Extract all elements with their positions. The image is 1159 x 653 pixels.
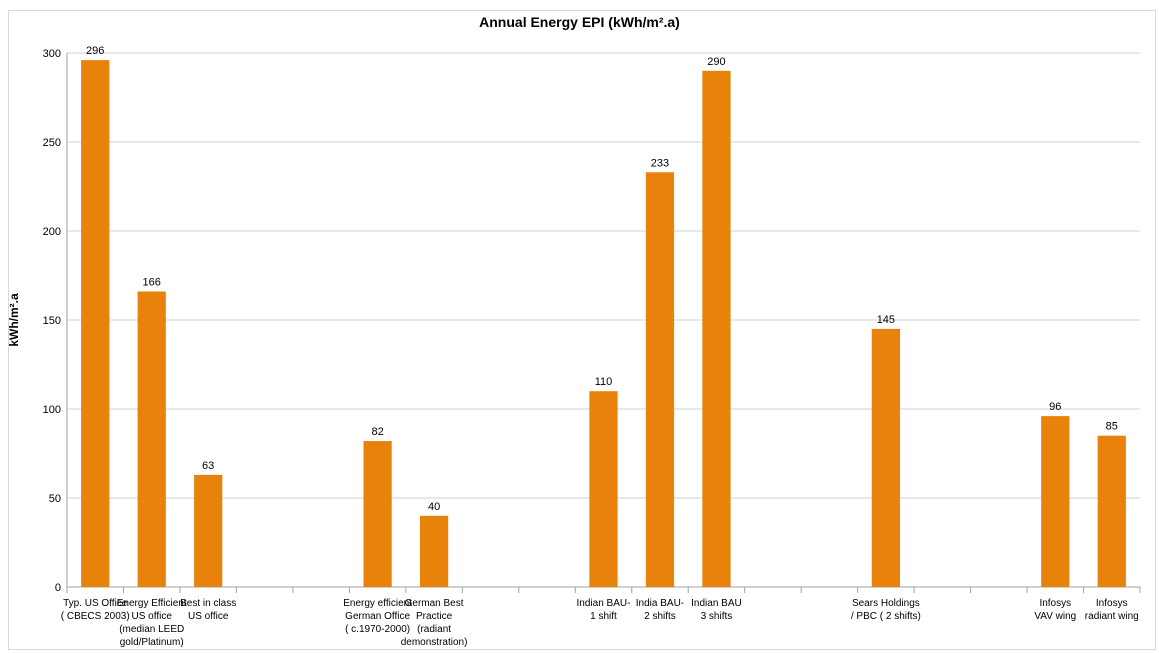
data-label: 145: [877, 314, 895, 326]
x-tick-label: 2 shifts: [644, 611, 676, 622]
x-tick-label: German Best: [405, 598, 464, 609]
y-tick-label: 300: [43, 48, 61, 60]
x-tick-label: US office: [188, 611, 229, 622]
data-label: 233: [651, 157, 669, 169]
data-label: 296: [86, 45, 104, 57]
bar: [419, 515, 449, 587]
y-tick-label: 150: [43, 315, 61, 327]
data-label: 290: [707, 56, 725, 68]
x-tick-label: Infosys: [1096, 598, 1128, 609]
y-tick-label: 0: [55, 582, 61, 594]
x-tick-label: demonstration): [401, 637, 468, 648]
bar: [137, 291, 166, 587]
y-tick-label: 50: [49, 493, 61, 505]
y-tick-label: 250: [43, 137, 61, 149]
x-tick-label: Indian BAU-: [577, 598, 631, 609]
bar: [702, 70, 731, 588]
x-tick-label: Energy efficient: [343, 598, 412, 609]
data-label: 110: [595, 376, 613, 388]
x-tick-label: Sears Holdings: [852, 598, 920, 609]
data-label: 166: [143, 277, 161, 289]
data-label: 40: [428, 501, 440, 513]
x-tick-label: (median LEED: [119, 624, 184, 635]
data-label: 96: [1049, 401, 1061, 413]
x-tick-label: US office: [132, 611, 173, 622]
bar: [363, 441, 392, 587]
data-label: 82: [371, 426, 383, 438]
x-tick-label: Practice: [416, 611, 453, 622]
x-tick-label: ( CBECS 2003): [61, 611, 130, 622]
bar: [81, 60, 110, 588]
x-tick-label: Best in class: [180, 598, 236, 609]
bar: [589, 391, 618, 587]
x-tick-label: India BAU-: [636, 598, 684, 609]
bar: [645, 172, 675, 587]
x-tick-label: ( c.1970-2000): [345, 624, 410, 635]
x-tick-label: German Office: [345, 611, 410, 622]
x-tick-label: Infosys: [1039, 598, 1071, 609]
data-label: 85: [1106, 421, 1118, 433]
data-label: 63: [202, 460, 214, 472]
x-tick-label: Indian BAU: [691, 598, 742, 609]
y-tick-label: 100: [43, 404, 61, 416]
x-tick-label: / PBC ( 2 shifts): [851, 611, 921, 622]
x-tick-label: gold/Platinum): [120, 637, 184, 648]
bar: [1097, 435, 1126, 587]
bar: [871, 328, 900, 587]
y-tick-label: 200: [43, 226, 61, 238]
x-tick-label: 3 shifts: [701, 611, 733, 622]
chart-title: Annual Energy EPI (kWh/m².a): [479, 14, 680, 30]
x-tick-label: (radiant: [417, 624, 451, 635]
x-tick-label: 1 shift: [590, 611, 617, 622]
x-tick-label: Typ. US Office: [63, 598, 128, 609]
x-tick-label: radiant wing: [1085, 611, 1139, 622]
bar: [1041, 416, 1070, 587]
x-tick-label: VAV wing: [1034, 611, 1076, 622]
x-tick-label: Energy Efficient: [117, 598, 187, 609]
bar: [194, 474, 223, 587]
